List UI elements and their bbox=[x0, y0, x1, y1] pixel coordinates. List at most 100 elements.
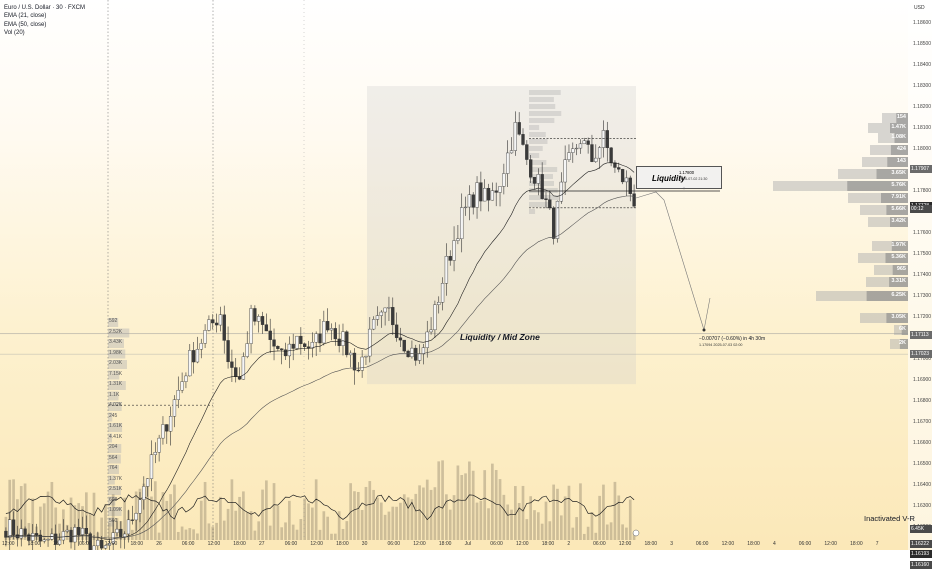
candle-down bbox=[414, 347, 418, 361]
price-tick: 1.17800 bbox=[913, 188, 932, 195]
profile-bar bbox=[878, 133, 908, 143]
price-axis[interactable] bbox=[908, 0, 932, 550]
candle-up bbox=[502, 173, 506, 187]
session-profile-bar bbox=[529, 146, 543, 151]
volume-label[interactable]: Vol (20) bbox=[4, 29, 25, 36]
left-profile-bar bbox=[108, 339, 124, 348]
candle-up bbox=[57, 539, 62, 545]
price-badge[interactable]: 1.16160 bbox=[910, 560, 932, 569]
mid-zone-label[interactable]: Liquidity / Mid Zone bbox=[460, 332, 540, 342]
left-profile-label: 1.37K bbox=[109, 475, 123, 482]
liquidity-box[interactable]: Liquidity 1.17800 2025-07-02 21:30 bbox=[636, 166, 722, 189]
profile-bar bbox=[868, 217, 908, 227]
inactivated-label[interactable]: Inactivated V-R bbox=[864, 514, 915, 523]
price-badge[interactable]: 1.17023 bbox=[910, 350, 932, 359]
price-tick: 1.16800 bbox=[913, 397, 932, 404]
candle-up bbox=[96, 540, 100, 547]
candle-up bbox=[601, 130, 606, 148]
candle-up bbox=[8, 519, 12, 538]
left-profile-bar bbox=[108, 486, 121, 495]
profile-bar-inner bbox=[891, 241, 908, 251]
candle-up bbox=[42, 539, 46, 542]
candle-up bbox=[574, 147, 579, 150]
left-profile-bar bbox=[108, 370, 120, 380]
price-badge[interactable]: 00:12 bbox=[910, 204, 932, 213]
left-profile-bar bbox=[108, 328, 130, 338]
profile-bar bbox=[868, 123, 908, 133]
candle-up bbox=[122, 533, 127, 537]
liquidity-date: 2025-07-02 21:30 bbox=[679, 177, 708, 181]
candle-up bbox=[490, 190, 495, 201]
time-tick: 12:00 bbox=[824, 541, 837, 547]
profile-bar bbox=[838, 169, 908, 179]
candle-down bbox=[318, 333, 322, 344]
candle-down bbox=[130, 519, 134, 521]
profile-bar bbox=[860, 205, 908, 215]
session-profile-bar bbox=[529, 167, 558, 172]
time-tick: 4 bbox=[773, 541, 776, 547]
price-badge[interactable]: 1.16222 bbox=[910, 539, 932, 548]
time-tick: 2 bbox=[567, 541, 571, 547]
candle-down bbox=[11, 519, 16, 535]
profile-bar-inner bbox=[847, 181, 908, 191]
session-profile-bar bbox=[529, 160, 547, 165]
price-chart[interactable] bbox=[0, 0, 932, 550]
time-tick: 12:00 bbox=[310, 541, 323, 547]
candle-down bbox=[211, 319, 215, 324]
price-tick: 1.16900 bbox=[913, 376, 932, 383]
candle-down bbox=[191, 350, 196, 363]
price-badge[interactable]: 1.17113 bbox=[910, 331, 932, 340]
price-badge[interactable]: 1.16193 bbox=[910, 550, 932, 559]
candle-up bbox=[425, 331, 429, 348]
profile-volume-label: 5.76K bbox=[891, 182, 906, 188]
measure-label[interactable]: −0.00707 (−0.60%) in 4h 30m bbox=[699, 336, 766, 342]
candle-down bbox=[345, 331, 349, 356]
profile-bar bbox=[858, 253, 908, 263]
profile-volume-label: 3.31K bbox=[891, 278, 906, 284]
left-profile-label: 2.03K bbox=[109, 360, 123, 366]
ema50-label[interactable]: EMA (50, close) bbox=[4, 21, 47, 28]
ema50-line bbox=[5, 195, 635, 539]
candle-up bbox=[475, 182, 479, 208]
candle-down bbox=[398, 337, 403, 341]
session-profile-bar bbox=[529, 125, 540, 130]
candle-down bbox=[402, 339, 406, 352]
ema21-label[interactable]: EMA (21, close) bbox=[4, 13, 47, 20]
candle-up bbox=[624, 177, 629, 183]
price-badge[interactable]: 6.45K bbox=[910, 525, 932, 533]
candle-up bbox=[536, 174, 540, 184]
candle-down bbox=[34, 533, 39, 536]
candle-up bbox=[571, 148, 575, 153]
candle-down bbox=[4, 530, 8, 538]
profile-bar bbox=[866, 277, 908, 287]
profile-bar-inner bbox=[876, 169, 908, 179]
time-tick: 18:00 bbox=[747, 541, 760, 547]
profile-bar-inner bbox=[887, 157, 908, 167]
candle-down bbox=[586, 140, 590, 145]
volume-ma-line bbox=[5, 494, 635, 521]
symbol-title[interactable]: Euro / U.S. Dollar · 30 · FXCM bbox=[4, 5, 86, 11]
candle-down bbox=[494, 190, 498, 193]
candle-down bbox=[486, 187, 491, 201]
candle-down bbox=[525, 144, 529, 160]
candle-up bbox=[379, 311, 383, 316]
price-tick: 1.16300 bbox=[913, 502, 932, 509]
candle-up bbox=[61, 531, 66, 541]
time-tick: 26 bbox=[156, 541, 162, 547]
candle-down bbox=[23, 528, 27, 535]
time-tick: 12:00 bbox=[104, 541, 118, 547]
candle-down bbox=[521, 134, 525, 145]
candle-down bbox=[605, 130, 609, 149]
left-profile-bar bbox=[108, 412, 113, 422]
currency-label[interactable]: USD bbox=[914, 5, 925, 11]
profile-bar-inner bbox=[881, 193, 908, 203]
candle-down bbox=[306, 346, 311, 349]
left-profile-bar bbox=[108, 360, 127, 369]
candle-down bbox=[230, 361, 234, 368]
profile-volume-label: 143 bbox=[896, 158, 906, 164]
candle-up bbox=[567, 152, 571, 160]
candle-down bbox=[356, 369, 360, 372]
price-badge[interactable]: 1.17907 bbox=[910, 164, 932, 173]
profile-volume-label: 2K bbox=[898, 340, 906, 346]
candle-up bbox=[172, 399, 177, 417]
